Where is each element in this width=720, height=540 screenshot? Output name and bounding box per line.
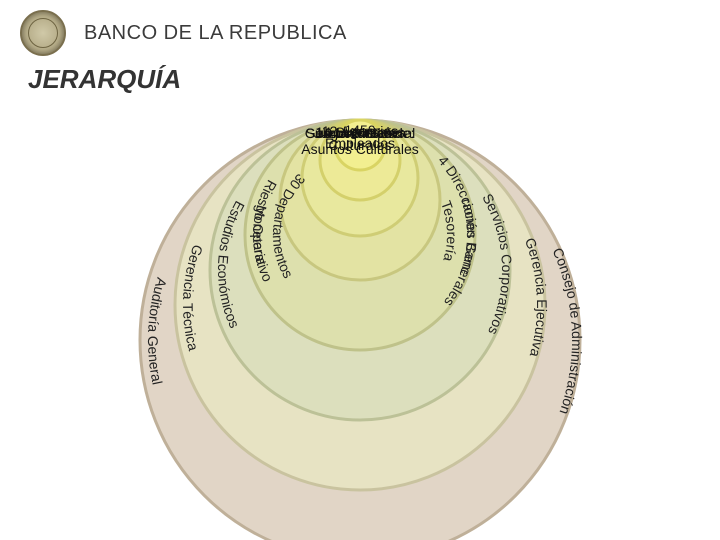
hierarchy-svg: Junta DirectivaAuditoría GeneralConsejo … [40, 100, 680, 540]
hierarchy-diagram: Junta DirectivaAuditoría GeneralConsejo … [40, 100, 680, 540]
header: BANCO DE LA REPUBLICA [0, 0, 720, 60]
svg-text:Empleados: Empleados [325, 135, 395, 151]
bank-logo [20, 10, 66, 56]
page-title: JERARQUÍA [0, 60, 720, 95]
bank-name: BANCO DE LA REPUBLICA [84, 22, 347, 45]
